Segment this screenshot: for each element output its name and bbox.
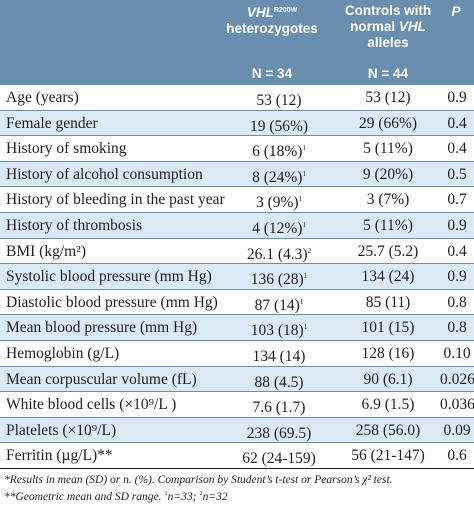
row-p-value: 0.4 xyxy=(447,242,467,260)
row-p-value: 0.9 xyxy=(447,89,467,106)
table-row: Age (years) 53 (12) 53 (12) 0.9 xyxy=(0,85,474,111)
table-row: Ferritin (µg/L)** 62 (24-159) 56 (21-147) 0… xyxy=(0,443,474,469)
row-label: Systolic blood pressure (mm Hg) xyxy=(6,268,212,286)
row-label: Diastolic blood pressure (mm Hg) xyxy=(6,293,218,311)
row-heterozygote-value: 53 (12) xyxy=(256,92,302,109)
row-p-value: 0.7 xyxy=(447,191,467,209)
row-control-value: 53 (12) xyxy=(365,89,411,106)
row-label: Platelets (×10⁹/L) xyxy=(6,421,117,439)
row-label: Hemoglobin (g/L) xyxy=(6,344,120,362)
row-control-value: 3 (7%) xyxy=(366,191,410,209)
row-control-value: 134 (24) xyxy=(361,268,415,286)
table-row: History of bleeding in the past year 3 (9… xyxy=(0,187,474,213)
row-heterozygote-value: 19 (56%) xyxy=(249,117,309,135)
row-control-value: 90 (6.1) xyxy=(363,370,413,388)
row-heterozygote-value: 3 (9%)1 xyxy=(255,194,303,212)
row-heterozygote-value: 26.1 (4.3)2 xyxy=(246,245,312,263)
row-p-value: 0.036 xyxy=(440,396,474,414)
table-row: Hemoglobin (g/L) 134 (14) 128 (16) 0.10 xyxy=(0,341,474,367)
row-heterozygote-value: 7.6 (1.7) xyxy=(252,399,306,417)
table-row: White blood cells (×10⁹/L ) 7.6 (1.7) 6.9 … xyxy=(0,392,474,418)
row-p-value: 0.5 xyxy=(447,165,467,183)
table-row: History of smoking 6 (18%)1 5 (11%) 0.4 xyxy=(0,136,474,162)
row-heterozygote-value: 134 (14) xyxy=(252,347,306,365)
table-row: Systolic blood pressure (mm Hg) 136 (28)1… xyxy=(0,264,474,290)
table-row: Platelets (×10⁹/L) 238 (69.5) 258 (56.0) 0.… xyxy=(0,417,474,444)
row-label: History of bleeding in the past year xyxy=(6,191,225,209)
table-row: Diastolic blood pressure (mm Hg) 87 (14)1… xyxy=(0,290,474,316)
row-label: Female gender xyxy=(6,114,98,132)
row-control-value: 25.7 (5.2) xyxy=(357,242,419,260)
header-heterozygotes: VHLR200W heterozygotes N = 34 xyxy=(206,3,338,81)
row-heterozygote-value: 8 (24%)1 xyxy=(252,168,306,186)
footnote-geometric: **Geometric mean and SD range. xyxy=(4,490,165,503)
header-controls-vhl: VHL xyxy=(398,19,426,34)
row-heterozygote-value: 4 (12%)1 xyxy=(252,219,306,237)
header-n-controls: N = 44 xyxy=(367,66,409,81)
row-p-value: 0.4 xyxy=(447,114,467,132)
row-heterozygote-value: 6 (18%)1 xyxy=(252,143,306,161)
row-heterozygote-value: 103 (18)1 xyxy=(250,322,308,340)
table-header: VHLR200W heterozygotes N = 34 Controls w… xyxy=(0,0,474,84)
header-controls: Controls with normal VHL alleles N = 44 xyxy=(338,3,438,81)
footnote-line1: *Results in mean (SD) or n. (%). Compari… xyxy=(4,473,393,486)
row-p-value: 0.6 xyxy=(447,447,467,465)
header-controls-line2a: normal xyxy=(350,19,399,34)
table-row: History of thrombosis 4 (12%)1 5 (11%) 0.9 xyxy=(0,212,474,239)
row-label: Age (years) xyxy=(6,89,79,106)
row-p-value: 0.9 xyxy=(447,216,467,234)
row-p-value: 0.8 xyxy=(447,293,467,311)
footnote-sup1: 1 xyxy=(164,489,168,497)
header-vhl-label: VHL xyxy=(246,5,274,20)
header-n-heterozygotes: N = 34 xyxy=(251,66,293,81)
table-body: Age (years) 53 (12) 53 (12) 0.9 Female gende… xyxy=(0,84,474,469)
row-label: Ferritin (µg/L)** xyxy=(6,447,113,465)
row-p-value: 0.4 xyxy=(447,140,467,158)
row-control-value: 9 (20%) xyxy=(362,165,414,183)
row-label: White blood cells (×10⁹/L ) xyxy=(6,396,177,414)
footnote-n33: n=33; xyxy=(167,490,200,503)
table-row: History of alcohol consumption 8 (24%)1 9 … xyxy=(0,161,474,188)
header-controls-line1: Controls with xyxy=(344,3,432,18)
row-control-value: 56 (21-147) xyxy=(351,447,425,465)
row-heterozygote-value: 238 (69.5) xyxy=(246,424,312,442)
footnote-n32: n=32 xyxy=(202,490,228,503)
header-p-value: P xyxy=(451,3,461,19)
row-control-value: 258 (56.0) xyxy=(355,421,421,439)
row-p-value: 0.10 xyxy=(443,344,471,362)
row-label: History of smoking xyxy=(6,140,127,158)
row-control-value: 128 (16) xyxy=(361,344,415,362)
table-row: Female gender 19 (56%) 29 (66%) 0.4 xyxy=(0,110,474,137)
header-heterozygotes-label: heterozygotes xyxy=(226,21,318,36)
row-control-value: 5 (11%) xyxy=(363,216,413,234)
row-p-value: 0.09 xyxy=(443,421,471,439)
row-label: BMI (kg/m²) xyxy=(6,242,86,260)
row-label: History of alcohol consumption xyxy=(6,165,203,183)
footnote-sup2: 2 xyxy=(199,489,203,497)
row-label: Mean blood pressure (mm Hg) xyxy=(6,319,198,337)
table-footnote: *Results in mean (SD) or n. (%). Compari… xyxy=(0,469,474,504)
row-label: Mean corpuscular volume (fL) xyxy=(6,370,197,388)
row-p-value: 0.9 xyxy=(447,268,467,286)
header-mutation-sup: R200W xyxy=(273,7,298,14)
row-p-value: 0.8 xyxy=(447,319,467,337)
row-label: History of thrombosis xyxy=(6,216,143,234)
table-row: BMI (kg/m²) 26.1 (4.3)2 25.7 (5.2) 0.4 xyxy=(0,239,474,265)
row-control-value: 85 (11) xyxy=(365,293,411,311)
data-table: VHLR200W heterozygotes N = 34 Controls w… xyxy=(0,0,474,504)
row-control-value: 5 (11%) xyxy=(363,140,413,158)
row-control-value: 101 (15) xyxy=(361,319,415,337)
row-heterozygote-value: 62 (24-159) xyxy=(242,450,316,468)
row-p-value: 0.026 xyxy=(440,370,474,388)
row-heterozygote-value: 136 (28)1 xyxy=(250,271,308,289)
table-row: Mean corpuscular volume (fL) 88 (4.5) 90 (… xyxy=(0,366,474,393)
footnote-line2: **Geometric mean and SD range. 1n=33; 2n… xyxy=(4,487,474,504)
row-control-value: 29 (66%) xyxy=(358,114,418,132)
row-control-value: 6.9 (1.5) xyxy=(361,396,415,414)
table-row: Mean blood pressure (mm Hg) 103 (18)1 101 … xyxy=(0,315,474,341)
row-heterozygote-value: 88 (4.5) xyxy=(254,373,304,391)
header-controls-line3: alleles xyxy=(367,35,409,50)
row-heterozygote-value: 87 (14)1 xyxy=(254,296,304,314)
